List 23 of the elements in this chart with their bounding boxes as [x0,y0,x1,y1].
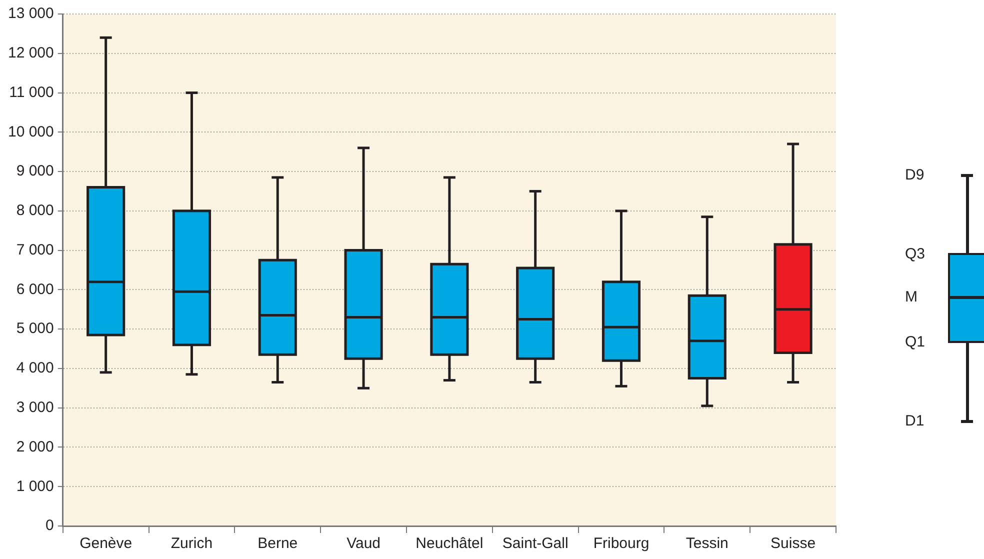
x-tick-label: Fribourg [593,535,650,552]
y-tick-label: 3 000 [16,398,54,416]
y-tick-label: 11 000 [9,84,54,101]
y-tick-label: 7 000 [16,241,54,258]
x-tick-label: Tessin [686,535,728,552]
y-tick-label: 0 [46,517,54,534]
x-tick-label: Vaud [346,535,380,552]
x-tick-label: Zurich [170,535,213,552]
x-tick-label: Genève [80,535,132,552]
y-tick-label: 8 000 [16,202,54,220]
y-tick-label: 9 000 [16,162,54,180]
x-tick-label: Berne [258,535,298,552]
y-tick-label: 2 000 [16,438,54,456]
y-tick-label: 13 000 [8,5,54,22]
y-tick-label: 6 000 [16,280,54,298]
y-tick-label: 10 000 [8,123,54,140]
x-tick-label: Saint-Gall [502,535,568,552]
y-tick-label: 5 000 [16,320,54,338]
y-tick-label: 12 000 [8,44,54,62]
y-tick-label: 1 000 [16,478,54,495]
y-tick-label: 4 000 [16,360,54,377]
x-tick-label: Suisse [770,535,816,552]
x-tick-label: Neuchâtel [416,535,484,552]
